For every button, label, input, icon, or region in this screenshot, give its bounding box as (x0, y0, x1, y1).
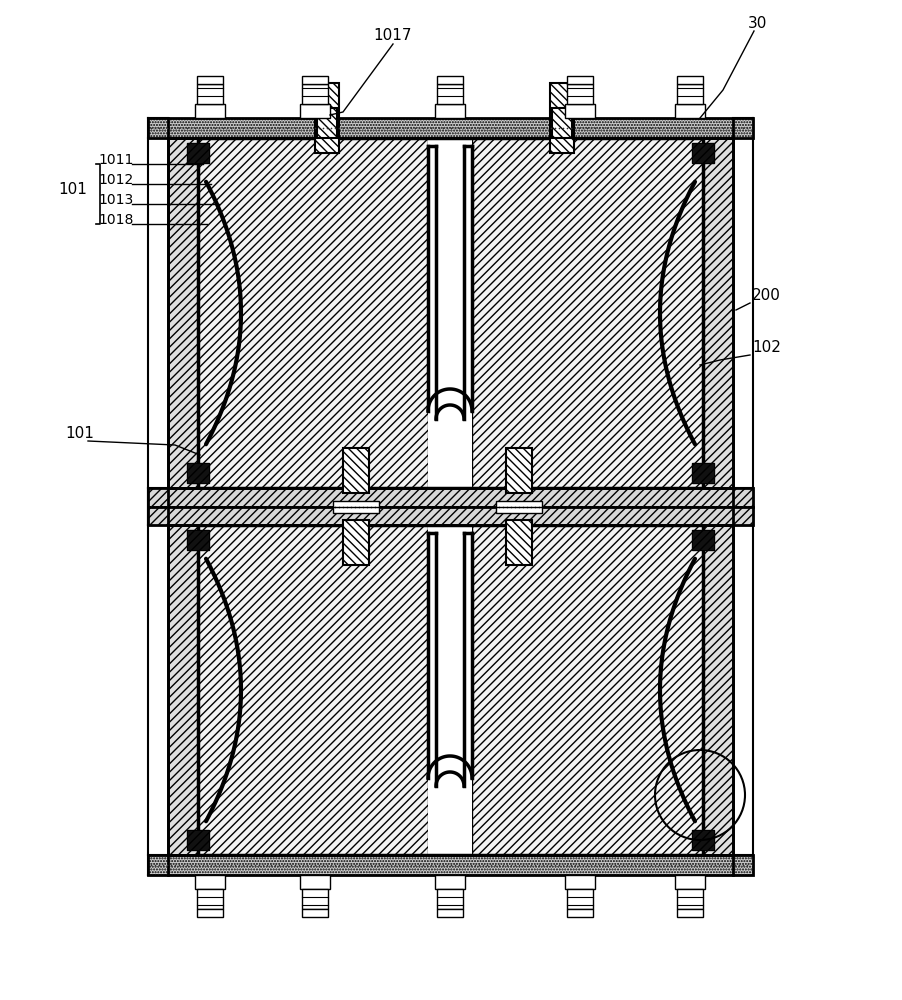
Bar (187, 463, 208, 483)
Bar (435, 104, 465, 118)
Bar (691, 143, 713, 163)
Bar (168, 525, 198, 855)
Bar (505, 448, 531, 493)
Bar (437, 84, 463, 104)
Bar (566, 909, 593, 917)
Bar (187, 530, 208, 550)
Bar (566, 84, 593, 104)
Bar (472, 525, 703, 855)
Bar (691, 463, 713, 483)
Bar (691, 463, 713, 483)
Text: 101: 101 (58, 182, 87, 197)
Text: 1012: 1012 (98, 173, 133, 187)
Bar (301, 84, 327, 104)
Bar (676, 889, 703, 909)
Bar (301, 909, 327, 917)
Bar (333, 500, 379, 512)
Bar (301, 889, 327, 909)
Bar (691, 530, 713, 550)
Bar (198, 138, 703, 488)
Bar (565, 104, 594, 118)
Bar (549, 83, 574, 153)
Bar (299, 104, 329, 118)
Bar (198, 525, 428, 855)
Bar (437, 909, 463, 917)
Bar (315, 83, 338, 153)
Bar (691, 830, 713, 850)
Bar (197, 889, 223, 909)
Bar (566, 889, 593, 909)
Bar (197, 84, 223, 104)
Bar (301, 76, 327, 84)
Bar (691, 143, 713, 163)
Text: 30: 30 (747, 16, 767, 31)
Bar (187, 143, 208, 163)
Bar (187, 463, 208, 483)
Bar (551, 108, 571, 138)
Bar (437, 76, 463, 84)
Bar (565, 875, 594, 889)
Bar (676, 909, 703, 917)
Bar (197, 909, 223, 917)
Bar (703, 525, 732, 855)
Text: 102: 102 (751, 340, 780, 355)
Bar (148, 855, 752, 875)
Text: 1013: 1013 (98, 193, 133, 207)
Bar (197, 76, 223, 84)
Text: 101: 101 (65, 426, 94, 441)
Text: 1011: 1011 (98, 153, 133, 167)
Bar (198, 525, 703, 855)
Bar (703, 138, 732, 488)
Bar (187, 143, 208, 163)
Bar (195, 104, 225, 118)
Bar (505, 520, 531, 565)
Text: 1018: 1018 (98, 213, 133, 227)
Bar (495, 500, 541, 512)
Bar (691, 530, 713, 550)
Bar (472, 138, 703, 488)
Bar (435, 875, 465, 889)
Bar (428, 138, 472, 488)
Bar (299, 875, 329, 889)
Bar (691, 830, 713, 850)
Bar (343, 448, 369, 493)
Bar (676, 84, 703, 104)
Bar (187, 530, 208, 550)
Bar (187, 830, 208, 850)
Text: 1017: 1017 (373, 28, 411, 43)
Bar (148, 488, 752, 506)
Bar (437, 889, 463, 909)
Bar (317, 108, 336, 138)
Bar (148, 506, 752, 525)
Bar (675, 104, 704, 118)
Bar (148, 118, 752, 138)
Bar (187, 830, 208, 850)
Bar (343, 520, 369, 565)
Bar (676, 76, 703, 84)
Bar (168, 138, 198, 488)
Bar (675, 875, 704, 889)
Bar (428, 525, 472, 855)
Text: 200: 200 (751, 288, 780, 303)
Bar (198, 138, 428, 488)
Bar (195, 875, 225, 889)
Bar (566, 76, 593, 84)
